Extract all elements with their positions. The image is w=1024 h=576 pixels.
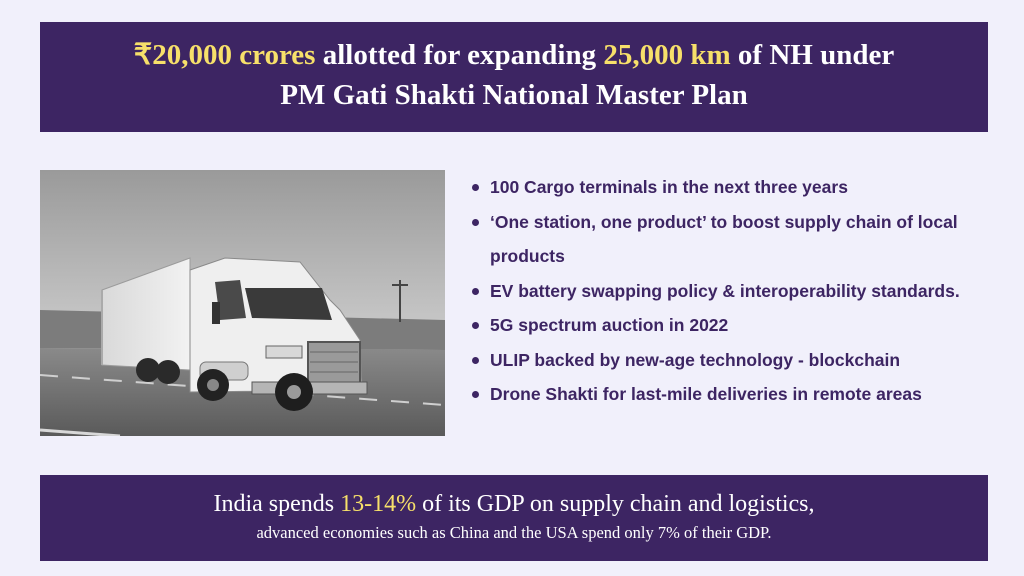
truck-photo-icon [40,170,445,436]
footer-line-1: India spends 13-14% of its GDP on supply… [40,475,988,519]
header-line-1: ₹20,000 crores allotted for expanding 25… [40,22,988,75]
list-item: ‘One station, one product’ to boost supp… [470,205,975,274]
footer-line-2: advanced economies such as China and the… [256,523,772,542]
list-item: 5G spectrum auction in 2022 [470,308,975,343]
list-item: ULIP backed by new-age technology - bloc… [470,343,975,378]
header-banner: ₹20,000 crores allotted for expanding 25… [40,22,988,132]
header-line-2: PM Gati Shakti National Master Plan [280,79,748,111]
bullet-icon [472,322,479,329]
footer-text-end: of its GDP on supply chain and logistics… [416,491,815,517]
header-amount: ₹20,000 crores [133,39,316,71]
list-item: Drone Shakti for last-mile deliveries in… [470,377,975,412]
bullet-icon [472,287,479,295]
header-distance: 25,000 km [603,39,731,71]
truck-photo [40,170,445,436]
list-item: EV battery swapping policy & interoperab… [470,274,975,309]
footer-text-start: India spends [213,491,341,517]
header-text-end: of NH under [730,39,895,71]
bullet-icon [472,184,479,191]
footer-percent: 13-14% [340,491,417,517]
header-text-mid: allotted for expanding [315,39,604,71]
feature-list: 100 Cargo terminals in the next three ye… [470,170,975,412]
bullet-icon [472,356,479,364]
bullet-icon [472,391,479,398]
footer-banner: India spends 13-14% of its GDP on supply… [40,475,988,561]
list-item: 100 Cargo terminals in the next three ye… [470,170,975,205]
bullet-icon [472,218,479,226]
